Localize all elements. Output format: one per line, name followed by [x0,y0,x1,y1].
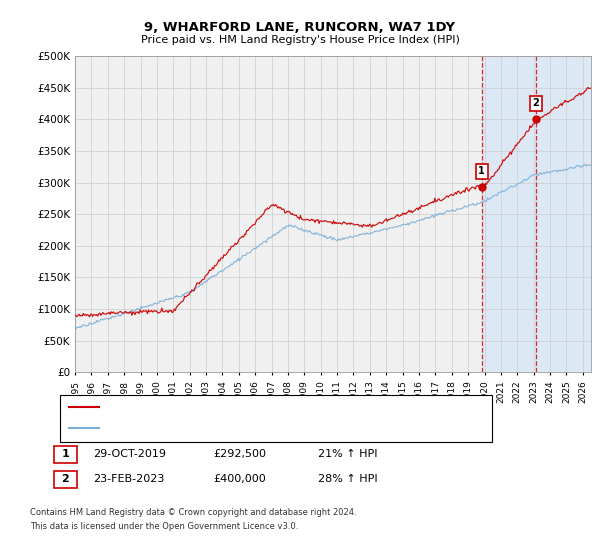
Text: 2: 2 [533,99,539,109]
Bar [536,56,591,372]
Text: £400,000: £400,000 [213,474,266,484]
Text: Contains HM Land Registry data © Crown copyright and database right 2024.: Contains HM Land Registry data © Crown c… [30,508,356,517]
Text: 2: 2 [62,474,69,484]
Bar [482,56,536,372]
Text: 9, WHARFORD LANE, RUNCORN, WA7 1DY (detached house): 9, WHARFORD LANE, RUNCORN, WA7 1DY (deta… [105,402,418,412]
Text: 21% ↑ HPI: 21% ↑ HPI [318,449,377,459]
Text: Price paid vs. HM Land Registry's House Price Index (HPI): Price paid vs. HM Land Registry's House … [140,35,460,45]
Text: £292,500: £292,500 [213,449,266,459]
Text: HPI: Average price, detached house, Halton: HPI: Average price, detached house, Halt… [105,423,332,433]
Text: 23-FEB-2023: 23-FEB-2023 [93,474,164,484]
Text: 1: 1 [478,166,485,176]
Text: 9, WHARFORD LANE, RUNCORN, WA7 1DY: 9, WHARFORD LANE, RUNCORN, WA7 1DY [145,21,455,34]
Text: This data is licensed under the Open Government Licence v3.0.: This data is licensed under the Open Gov… [30,522,298,531]
Text: 29-OCT-2019: 29-OCT-2019 [93,449,166,459]
Text: 1: 1 [62,449,69,459]
Text: 28% ↑ HPI: 28% ↑ HPI [318,474,377,484]
